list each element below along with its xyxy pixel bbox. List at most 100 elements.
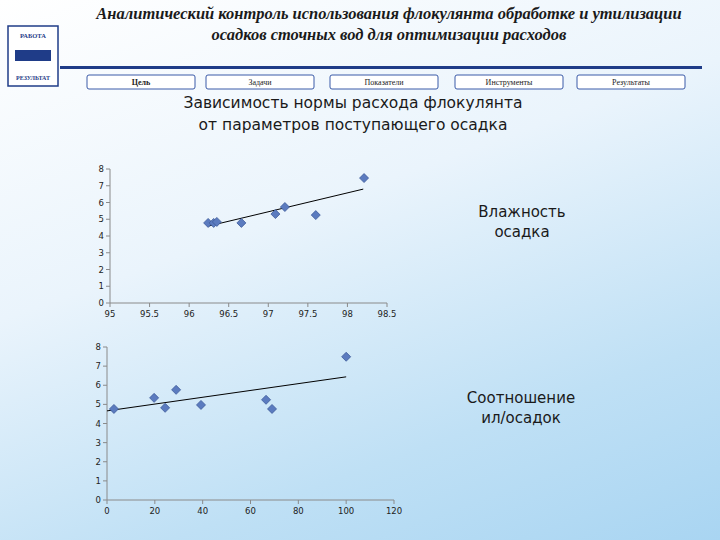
point xyxy=(262,395,271,404)
chart-title: Соотношение xyxy=(467,389,575,407)
y-tick xyxy=(103,461,107,462)
y-tick xyxy=(103,385,107,386)
tab[interactable] xyxy=(330,75,438,89)
tab[interactable] xyxy=(206,75,314,89)
x-tick-label: 98.5 xyxy=(378,309,397,319)
title: Аналитический контроль использования фло… xyxy=(95,4,681,23)
x-tick-label: 80 xyxy=(293,506,304,516)
x-tick xyxy=(110,303,111,307)
subtitle: Зависимость нормы расхода флокулянта xyxy=(183,94,522,112)
x-tick-label: 97 xyxy=(263,309,274,319)
x-axis xyxy=(110,303,387,304)
y-tick-label: 3 xyxy=(99,248,104,258)
y-tick-label: 2 xyxy=(96,457,101,467)
x-tick-label: 120 xyxy=(386,506,402,516)
plot-area xyxy=(107,352,351,413)
y-tick xyxy=(106,236,110,237)
point xyxy=(150,393,159,402)
tab-label: Показатели xyxy=(365,78,405,87)
y-tick-label: 0 xyxy=(99,298,104,308)
y-tick-label: 5 xyxy=(96,399,101,409)
x-tick-label: 40 xyxy=(197,506,208,516)
tab[interactable] xyxy=(87,75,195,89)
y-tick xyxy=(103,423,107,424)
y-tick xyxy=(103,442,107,443)
logo-text: РЕЗУЛЬТАТ xyxy=(16,75,50,81)
x-tick xyxy=(394,500,395,504)
tab-label: Задачи xyxy=(248,78,272,87)
y-tick-label: 0 xyxy=(96,495,101,505)
x-tick xyxy=(189,303,190,307)
x-tick-label: 96.5 xyxy=(219,309,238,319)
x-tick xyxy=(149,303,150,307)
chart-title: ил/осадок xyxy=(481,409,561,427)
logo-text: РАБОТА xyxy=(20,32,46,39)
x-tick xyxy=(387,303,388,307)
point xyxy=(196,400,205,409)
point xyxy=(212,217,221,226)
x-tick xyxy=(250,500,251,504)
tab-label: Результаты xyxy=(612,78,650,87)
chart: Соотношениеил/осадок01234567802040608010… xyxy=(96,342,576,516)
chart: Влажностьосадка0123456789595.59696.59797… xyxy=(99,164,566,319)
y-tick-label: 7 xyxy=(96,361,101,371)
y-tick xyxy=(103,500,107,501)
y-tick-label: 4 xyxy=(96,419,101,429)
tab[interactable] xyxy=(577,75,685,89)
point xyxy=(360,174,369,183)
chart-title: осадка xyxy=(494,223,549,241)
x-tick-label: 60 xyxy=(245,506,256,516)
y-tick xyxy=(106,252,110,253)
title: осадков сточных вод для оптимизации расх… xyxy=(212,25,567,44)
x-tick-label: 97.5 xyxy=(298,309,317,319)
y-tick-label: 5 xyxy=(99,214,104,224)
trend-line xyxy=(107,377,346,411)
tab[interactable] xyxy=(455,75,563,89)
x-tick xyxy=(107,500,108,504)
y-tick xyxy=(106,169,110,170)
x-tick-label: 0 xyxy=(104,506,109,516)
y-tick-label: 6 xyxy=(96,380,101,390)
point xyxy=(280,203,289,212)
tab-label: Инструменты xyxy=(486,78,533,87)
y-tick xyxy=(106,303,110,304)
x-tick xyxy=(202,500,203,504)
y-tick-label: 4 xyxy=(99,231,104,241)
y-tick-label: 1 xyxy=(99,281,104,291)
x-tick-label: 95.5 xyxy=(140,309,159,319)
y-tick xyxy=(106,219,110,220)
x-tick-label: 95 xyxy=(105,309,116,319)
y-tick xyxy=(103,347,107,348)
subtitle: от параметров поступающего осадка xyxy=(199,116,508,134)
y-tick xyxy=(103,404,107,405)
logo-box xyxy=(8,26,58,86)
x-tick-label: 100 xyxy=(338,506,354,516)
tab-label: Цель xyxy=(132,78,151,87)
y-tick xyxy=(106,202,110,203)
point xyxy=(268,404,277,413)
logo-band xyxy=(15,50,51,61)
point xyxy=(311,211,320,220)
header-rule xyxy=(60,66,702,69)
point xyxy=(342,352,351,361)
y-tick-label: 6 xyxy=(99,198,104,208)
x-tick xyxy=(154,500,155,504)
x-tick xyxy=(346,500,347,504)
point xyxy=(172,385,181,394)
y-tick xyxy=(103,480,107,481)
y-tick xyxy=(103,366,107,367)
point xyxy=(161,403,170,412)
point xyxy=(237,218,246,227)
x-tick-label: 20 xyxy=(149,506,160,516)
plot-area xyxy=(204,174,369,228)
y-tick-label: 7 xyxy=(99,181,104,191)
y-tick xyxy=(106,269,110,270)
y-tick-label: 2 xyxy=(99,265,104,275)
y-tick-label: 8 xyxy=(99,164,104,174)
y-tick xyxy=(106,286,110,287)
slide: Аналитический контроль использования фло… xyxy=(0,0,720,540)
y-tick-label: 3 xyxy=(96,438,101,448)
x-tick xyxy=(298,500,299,504)
x-tick-label: 96 xyxy=(184,309,195,319)
y-tick xyxy=(106,185,110,186)
